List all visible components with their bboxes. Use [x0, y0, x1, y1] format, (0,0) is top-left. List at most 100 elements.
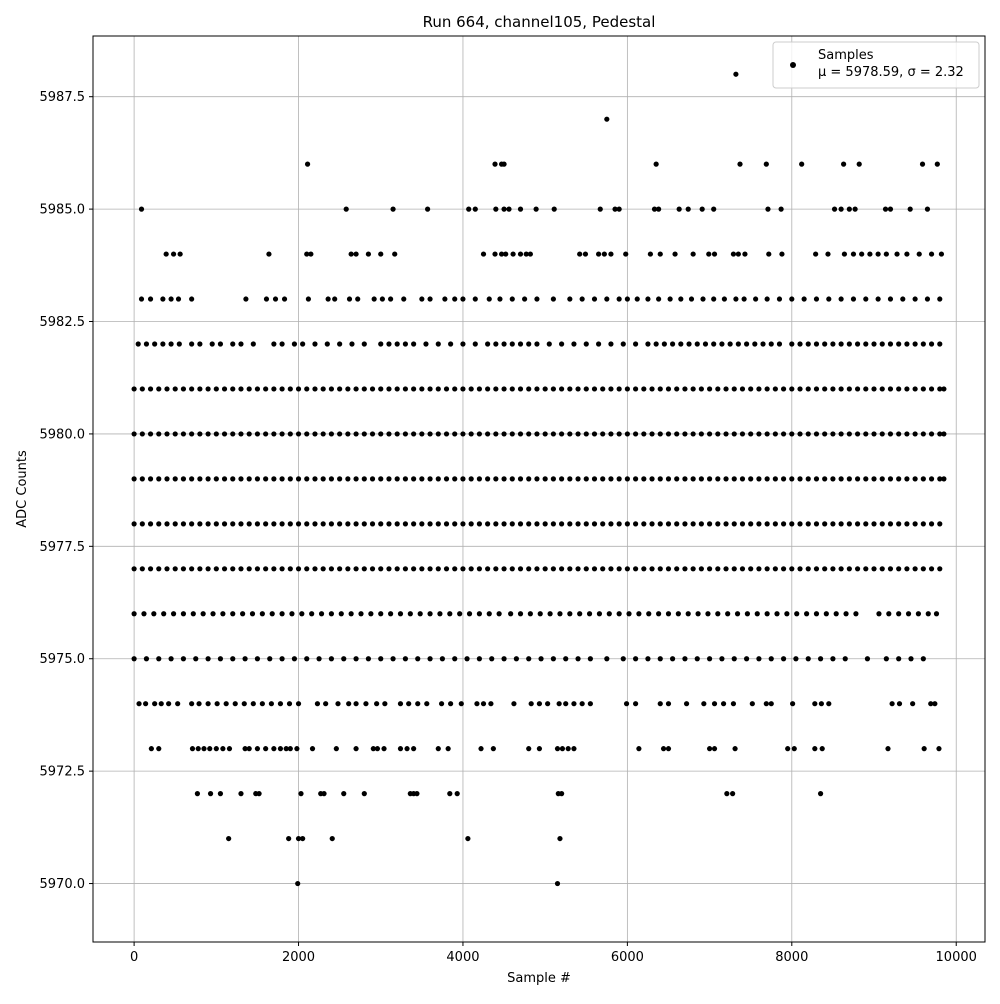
data-point [217, 656, 224, 662]
data-point [213, 566, 219, 572]
data-point [567, 566, 573, 572]
data-point [924, 296, 931, 302]
data-point [739, 566, 746, 572]
data-point [826, 296, 832, 302]
data-point [542, 431, 548, 437]
data-point [175, 296, 182, 302]
data-point [780, 386, 787, 392]
data-point [493, 521, 499, 527]
data-point [583, 521, 589, 527]
data-point [780, 431, 787, 437]
data-point [838, 296, 844, 302]
data-point [460, 341, 466, 347]
data-point [177, 251, 183, 257]
data-point [789, 386, 795, 392]
data-point [353, 386, 359, 392]
data-point [271, 386, 277, 392]
data-point [295, 476, 302, 482]
data-point [452, 521, 458, 527]
data-point [616, 521, 622, 527]
data-point [557, 611, 563, 617]
data-point [304, 656, 310, 662]
data-point [633, 701, 639, 707]
data-point [468, 566, 474, 572]
data-point [197, 431, 203, 437]
data-point [337, 566, 343, 572]
data-point [633, 476, 639, 482]
data-point [374, 701, 380, 707]
data-point [402, 521, 409, 527]
data-point [719, 341, 725, 347]
data-point [394, 341, 400, 347]
data-point [369, 431, 376, 437]
data-point [452, 476, 458, 482]
data-point [559, 386, 565, 392]
data-point [854, 341, 861, 347]
data-point [657, 251, 663, 257]
data-point [230, 521, 236, 527]
data-point [690, 476, 696, 482]
data-point [596, 251, 602, 257]
data-point [924, 206, 931, 212]
data-point [863, 386, 869, 392]
data-point [575, 521, 581, 527]
data-point [207, 746, 213, 752]
data-point [168, 296, 174, 302]
data-point [443, 386, 450, 392]
data-point [805, 521, 811, 527]
data-point [830, 656, 836, 662]
data-point [805, 431, 811, 437]
data-point [388, 611, 394, 617]
data-point [748, 566, 754, 572]
data-point [246, 386, 252, 392]
data-point [732, 746, 738, 752]
data-point [508, 611, 514, 617]
data-point [756, 656, 762, 662]
data-point [731, 521, 737, 527]
data-point [250, 701, 256, 707]
data-point [731, 476, 737, 482]
data-point [266, 251, 272, 257]
data-point [674, 431, 680, 437]
data-point [856, 161, 862, 167]
data-point [683, 701, 690, 707]
data-point [656, 296, 662, 302]
data-point [883, 251, 889, 257]
data-point [645, 656, 651, 662]
data-point [501, 161, 507, 167]
data-point [863, 341, 869, 347]
data-point [370, 746, 376, 752]
data-point [189, 296, 195, 302]
data-point [887, 386, 894, 392]
data-point [723, 431, 729, 437]
data-point [437, 611, 443, 617]
data-point [328, 611, 335, 617]
data-point [517, 251, 524, 257]
data-point [492, 251, 498, 257]
data-point [488, 701, 494, 707]
data-point [476, 386, 482, 392]
data-point [414, 791, 420, 797]
data-point [298, 791, 304, 797]
data-point [205, 431, 211, 437]
data-point [246, 476, 252, 482]
x-tick-label: 2000 [282, 950, 315, 965]
data-point [688, 296, 695, 302]
data-point [517, 476, 524, 482]
data-point [337, 341, 343, 347]
data-point [565, 746, 571, 752]
data-point [634, 296, 640, 302]
data-point [189, 386, 195, 392]
data-point [748, 431, 754, 437]
data-point [143, 656, 150, 662]
data-point [361, 791, 367, 797]
data-point [189, 746, 196, 752]
data-point [838, 566, 844, 572]
data-point [706, 656, 713, 662]
data-point [739, 476, 746, 482]
data-point [649, 476, 655, 482]
data-point [365, 251, 372, 257]
data-point [353, 251, 359, 257]
data-point [789, 521, 795, 527]
data-point [337, 386, 343, 392]
